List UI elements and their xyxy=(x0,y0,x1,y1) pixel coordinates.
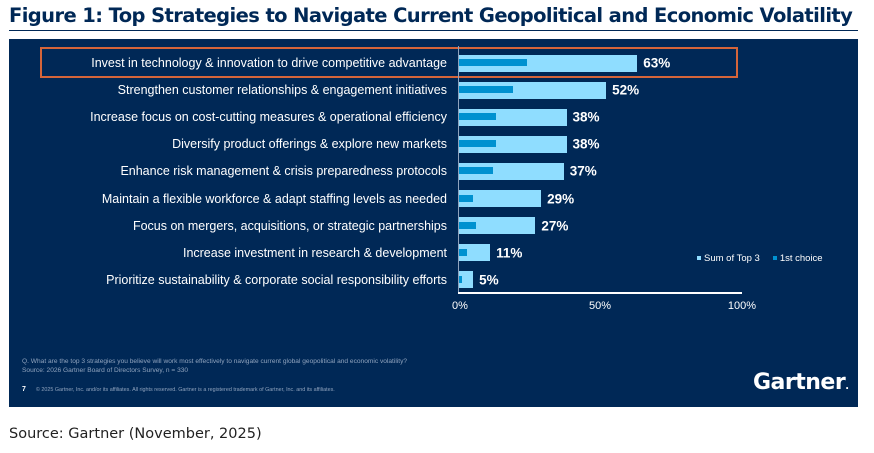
data-label: 37% xyxy=(569,163,597,179)
legend-swatch xyxy=(697,256,701,261)
bar-sum-top3 xyxy=(459,217,536,235)
bar-sum-top3 xyxy=(459,244,491,262)
bar-first-choice xyxy=(459,194,474,202)
bar-first-choice xyxy=(459,140,496,148)
bar-first-choice xyxy=(459,86,513,94)
data-label: 5% xyxy=(479,272,499,288)
bar-first-choice xyxy=(459,221,476,229)
data-label: 38% xyxy=(572,136,600,152)
data-label: 11% xyxy=(496,245,523,261)
category-label: Focus on mergers, acquisitions, or strat… xyxy=(132,218,447,233)
legend-swatch xyxy=(772,256,777,261)
x-tick-label: 0% xyxy=(452,300,468,312)
title-divider xyxy=(9,30,858,31)
logo-text: Gartner xyxy=(753,370,846,395)
category-label: Prioritize sustainability & corporate so… xyxy=(106,272,447,287)
bar-sum-top3 xyxy=(459,135,567,153)
gartner-logo: Gartner. xyxy=(753,370,849,395)
category-label: Increase focus on cost-cutting measures … xyxy=(90,110,447,125)
survey-source: Source: 2026 Gartner Board of Directors … xyxy=(22,367,189,374)
bar-sum-top3 xyxy=(459,108,567,126)
bar-first-choice xyxy=(459,113,496,121)
x-axis-line xyxy=(458,292,742,294)
y-axis-line xyxy=(458,46,459,293)
survey-question: Q. What are the top 3 strategies you bel… xyxy=(22,357,407,375)
chart-panel xyxy=(9,39,858,407)
bar-first-choice xyxy=(459,59,527,66)
bar-first-choice xyxy=(459,275,462,283)
highlight-box xyxy=(40,47,738,78)
category-label: Increase investment in research & develo… xyxy=(182,245,447,260)
data-label: 52% xyxy=(612,82,640,98)
copyright-text: © 2025 Gartner, Inc. and/or its affiliat… xyxy=(35,387,335,393)
copyright-line: 7 © 2025 Gartner, Inc. and/or its affilia… xyxy=(22,386,335,393)
bar-first-choice xyxy=(459,248,468,256)
legend: Sum of Top 3 1st choice xyxy=(697,253,823,264)
bar-first-choice xyxy=(459,167,493,175)
question-text: Q. What are the top 3 strategies you bel… xyxy=(22,358,408,365)
data-label: 27% xyxy=(541,218,569,234)
category-label: Enhance risk management & crisis prepare… xyxy=(120,164,447,179)
source-caption: Source: Gartner (November, 2025) xyxy=(9,426,262,442)
legend-label: 1st choice xyxy=(779,253,823,264)
data-label: 29% xyxy=(547,191,575,206)
data-label: 38% xyxy=(572,109,600,125)
category-label: Strengthen customer relationships & enga… xyxy=(117,83,447,98)
bar-sum-top3 xyxy=(459,271,474,289)
category-label: Maintain a flexible workforce & adapt st… xyxy=(101,191,447,206)
figure-title: Figure 1: Top Strategies to Navigate Cur… xyxy=(9,4,853,27)
bar-sum-top3 xyxy=(459,162,564,180)
category-label: Diversify product offerings & explore ne… xyxy=(172,137,447,152)
x-tick-label: 100% xyxy=(727,300,757,312)
bar-sum-top3 xyxy=(459,54,638,72)
data-label: 63% xyxy=(643,55,671,71)
legend-item-sum-top3: Sum of Top 3 xyxy=(697,253,760,264)
legend-label: Sum of Top 3 xyxy=(704,253,760,264)
logo-dot: . xyxy=(845,381,849,392)
bar-sum-top3 xyxy=(459,190,542,207)
page-number: 7 xyxy=(22,386,26,393)
legend-item-first-choice: 1st choice xyxy=(772,253,823,264)
x-tick-label: 50% xyxy=(588,300,612,312)
category-label: Invest in technology & innovation to dri… xyxy=(91,56,447,70)
bar-sum-top3 xyxy=(459,81,607,99)
